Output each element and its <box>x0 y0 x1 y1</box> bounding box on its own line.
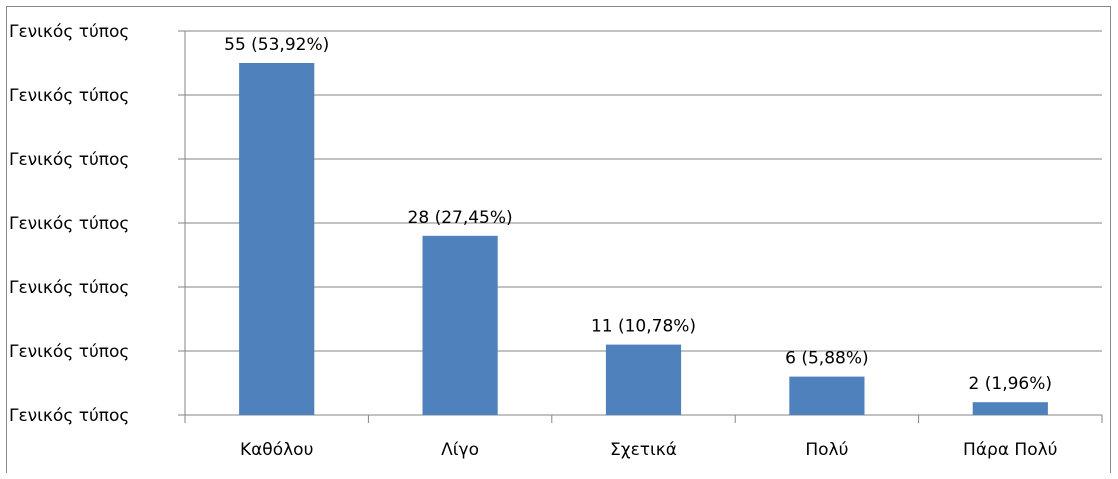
data-label: 28 (27,45%) <box>408 208 513 228</box>
bar <box>239 63 315 415</box>
y-tick-label: Γενικός τύπος <box>9 406 129 426</box>
data-label: 6 (5,88%) <box>785 349 869 369</box>
y-tick-label: Γενικός τύπος <box>9 342 129 362</box>
data-label: 2 (1,96%) <box>969 374 1053 394</box>
data-label: 11 (10,78%) <box>591 317 696 337</box>
data-label: 55 (53,92%) <box>224 35 329 55</box>
y-tick-label: Γενικός τύπος <box>9 86 129 106</box>
gridlines <box>185 30 1102 352</box>
x-category-label: Σχετικά <box>610 440 677 460</box>
chart-area <box>6 6 1111 473</box>
axes: Γενικός τύπος Γενικός τύπος Γενικός τύπος Γ… <box>9 22 1103 426</box>
x-category-label: Πολύ <box>805 440 848 460</box>
y-tick-label: Γενικός τύπος <box>9 22 129 42</box>
x-category-label: Πάρα Πολύ <box>963 440 1057 460</box>
x-category-label: Καθόλου <box>240 440 313 460</box>
bars <box>239 63 1048 415</box>
bar <box>972 402 1048 415</box>
y-tick-label: Γενικός τύπος <box>9 150 129 170</box>
bar <box>422 235 498 415</box>
bar <box>605 344 682 415</box>
labels: 55 (53,92%) Καθόλου 28 (27,45%) Λίγο 11 (10,… <box>224 35 1057 460</box>
x-category-label: Λίγο <box>441 440 479 460</box>
y-tick-label: Γενικός τύπος <box>9 214 129 234</box>
bar <box>789 376 865 415</box>
y-tick-label: Γενικός τύπος <box>9 278 129 298</box>
